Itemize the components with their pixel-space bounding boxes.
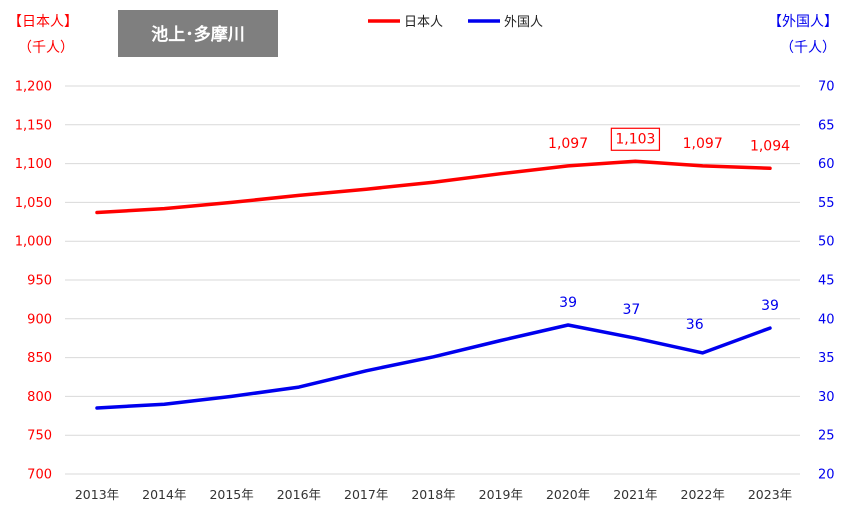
x-axis-tick-label: 2017年 — [344, 487, 388, 502]
x-axis-tick-label: 2022年 — [681, 487, 725, 502]
x-axis-tick-label: 2018年 — [411, 487, 455, 502]
legend-item-japanese: 日本人 — [368, 15, 443, 30]
data-label-foreign: 39 — [559, 295, 577, 311]
data-label-japanese: 1,094 — [750, 138, 790, 154]
series-line-foreign — [95, 323, 772, 410]
right-axis-tick-label: 70 — [818, 80, 835, 95]
left-axis-tick-label: 850 — [27, 351, 52, 366]
left-axis-tick-label: 700 — [27, 468, 52, 483]
data-label-foreign: 39 — [761, 298, 779, 314]
legend-item-foreign: 外国人 — [468, 15, 543, 30]
series-lines — [95, 159, 772, 410]
right-axis-tick-label: 45 — [818, 274, 835, 289]
title-badge: 池上･多摩川 — [118, 10, 278, 57]
left-axis-tick-label: 900 — [27, 312, 52, 327]
right-axis-tick-label: 50 — [818, 235, 835, 250]
right-axis-tick-label: 30 — [818, 390, 835, 405]
x-axis-ticks: 2013年 2014年 2015年 2016年 2017年 2018年 2019年 2020年… — [75, 487, 792, 502]
data-label-japanese: 1,097 — [683, 136, 723, 152]
right-axis-title-line2: （千人） — [780, 40, 836, 56]
x-axis-tick-label: 2014年 — [142, 487, 186, 502]
left-axis-tick-label: 1,200 — [15, 80, 52, 95]
left-axis-tick-label: 1,000 — [15, 235, 52, 250]
x-axis-tick-label: 2023年 — [748, 487, 792, 502]
left-axis-title: 【日本人】 （千人） — [8, 14, 78, 56]
left-axis-title-line1: 【日本人】 — [8, 14, 78, 30]
right-axis-tick-label: 65 — [818, 118, 835, 133]
left-axis-tick-label: 750 — [27, 429, 52, 444]
x-axis-tick-label: 2020年 — [546, 487, 590, 502]
series-line-japanese — [95, 159, 772, 215]
data-label-foreign: 36 — [686, 317, 704, 333]
legend-label-foreign: 外国人 — [504, 15, 543, 30]
right-axis-ticks: 20 25 30 35 40 45 50 55 60 65 70 — [818, 80, 835, 483]
left-axis-tick-label: 950 — [27, 274, 52, 289]
x-axis-tick-label: 2016年 — [277, 487, 321, 502]
right-axis-title-line1: 【外国人】 — [768, 14, 838, 30]
left-axis-ticks: 700 750 800 850 900 950 1,000 1,050 1,100 1,150 1,… — [15, 80, 52, 483]
x-axis-tick-label: 2013年 — [75, 487, 119, 502]
left-axis-tick-label: 800 — [27, 390, 52, 405]
left-axis-title-line2: （千人） — [18, 40, 74, 56]
left-axis-tick-label: 1,150 — [15, 118, 52, 133]
right-axis-tick-label: 25 — [818, 429, 835, 444]
right-axis-tick-label: 60 — [818, 157, 835, 172]
legend-label-japanese: 日本人 — [404, 15, 443, 30]
data-label-highlight-box — [610, 127, 661, 151]
right-axis-tick-label: 35 — [818, 351, 835, 366]
x-axis-tick-label: 2019年 — [479, 487, 523, 502]
right-axis-title: 【外国人】 （千人） — [768, 14, 838, 56]
x-axis-tick-label: 2015年 — [209, 487, 253, 502]
x-axis-tick-label: 2021年 — [613, 487, 657, 502]
data-label-japanese: 1,103 — [615, 131, 655, 147]
right-axis-tick-label: 55 — [818, 196, 835, 211]
title-badge-label: 池上･多摩川 — [151, 24, 245, 45]
right-axis-tick-label: 40 — [818, 312, 835, 327]
right-axis-tick-label: 20 — [818, 468, 835, 483]
legend: 日本人 外国人 — [368, 15, 543, 30]
data-label-japanese: 1,097 — [548, 136, 588, 152]
left-axis-tick-label: 1,050 — [15, 196, 52, 211]
data-label-foreign: 37 — [622, 302, 640, 318]
data-labels: 1,097 1,103 1,097 1,094 39 37 36 39 — [548, 127, 790, 333]
left-axis-tick-label: 1,100 — [15, 157, 52, 172]
title-badge-background — [118, 10, 278, 57]
